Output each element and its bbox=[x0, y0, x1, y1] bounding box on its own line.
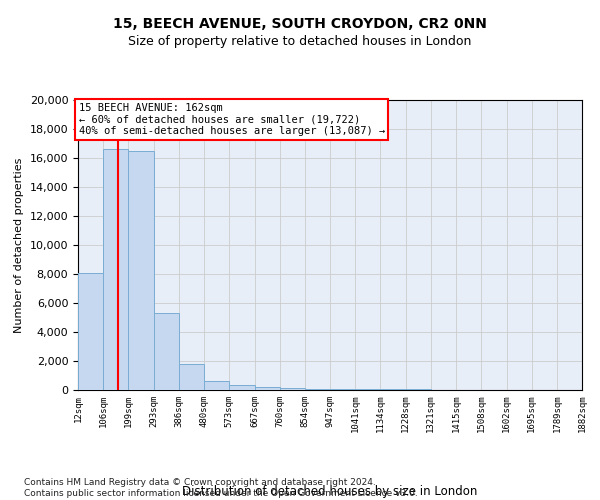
Text: 15 BEECH AVENUE: 162sqm
← 60% of detached houses are smaller (19,722)
40% of sem: 15 BEECH AVENUE: 162sqm ← 60% of detache… bbox=[79, 103, 385, 136]
Bar bbox=[128, 151, 154, 390]
Bar bbox=[204, 380, 229, 390]
Bar bbox=[254, 387, 280, 390]
Text: 15, BEECH AVENUE, SOUTH CROYDON, CR2 0NN: 15, BEECH AVENUE, SOUTH CROYDON, CR2 0NN bbox=[113, 18, 487, 32]
Bar bbox=[103, 150, 128, 390]
Text: Contains HM Land Registry data © Crown copyright and database right 2024.
Contai: Contains HM Land Registry data © Crown c… bbox=[24, 478, 418, 498]
Bar bbox=[305, 388, 330, 390]
Bar bbox=[179, 364, 204, 390]
Bar bbox=[154, 313, 179, 390]
X-axis label: Distribution of detached houses by size in London: Distribution of detached houses by size … bbox=[182, 486, 478, 498]
Bar bbox=[280, 388, 305, 390]
Bar bbox=[78, 272, 103, 390]
Y-axis label: Number of detached properties: Number of detached properties bbox=[14, 158, 24, 332]
Bar bbox=[330, 389, 355, 390]
Text: Size of property relative to detached houses in London: Size of property relative to detached ho… bbox=[128, 35, 472, 48]
Bar bbox=[355, 389, 380, 390]
Bar bbox=[229, 385, 254, 390]
